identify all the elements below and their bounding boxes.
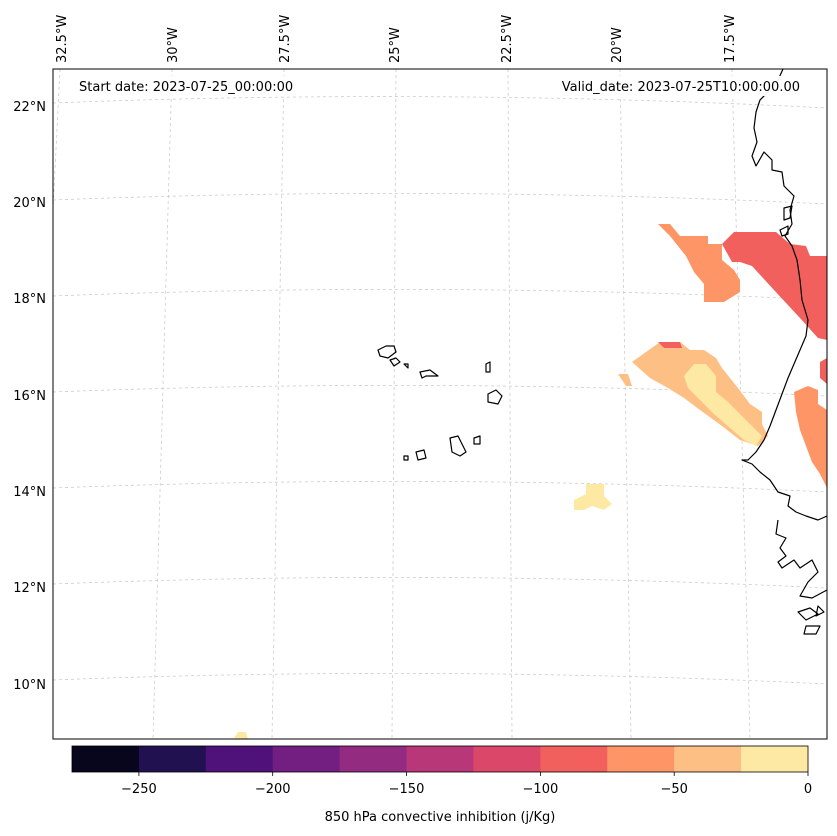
colorbar-tick--100: −100 bbox=[523, 782, 559, 797]
colorbar-segment bbox=[674, 746, 742, 772]
colorbar-ticks bbox=[138, 772, 809, 776]
cape-verde-santiago bbox=[449, 435, 467, 457]
lat-label-14n: 14°N bbox=[13, 485, 46, 500]
colorbar-segment bbox=[138, 746, 207, 772]
latitude-labels: 22°N 20°N 18°N 16°N 14°N 12°N 10°N bbox=[13, 100, 46, 693]
cape-verde-santa-luzia bbox=[403, 363, 409, 369]
north-coast-inlet bbox=[783, 205, 793, 221]
colorbar-segment bbox=[72, 746, 140, 772]
cape-verde-maio bbox=[473, 435, 481, 445]
cin-region-east-orange bbox=[794, 386, 827, 488]
lat-label-22n: 22°N bbox=[13, 100, 46, 115]
cin-region-mid-core bbox=[684, 364, 762, 446]
colorbar-frame bbox=[71, 745, 809, 773]
coastline bbox=[377, 69, 827, 635]
colorbar-segment bbox=[272, 746, 341, 772]
cin-region-bottom-core bbox=[234, 732, 248, 739]
colorbar-label: 850 hPa convective inhibition (j/Kg) bbox=[325, 810, 556, 825]
colorbar-segment bbox=[406, 746, 474, 772]
colorbar-segment bbox=[741, 746, 809, 772]
cape-verde-fogo bbox=[415, 449, 427, 461]
cin-region-south-core bbox=[574, 484, 612, 510]
colorbar-tick-0: 0 bbox=[804, 782, 812, 797]
lat-label-20n: 20°N bbox=[13, 196, 46, 211]
lat-label-10n: 10°N bbox=[13, 678, 46, 693]
lat-label-16n: 16°N bbox=[13, 389, 46, 404]
colorbar-tick--200: −200 bbox=[255, 782, 291, 797]
lon-label-17.5w: 17.5°W bbox=[723, 15, 738, 63]
colorbar-segment bbox=[540, 746, 608, 772]
cape-verde-brava bbox=[403, 455, 409, 461]
colorbar-tick--250: −250 bbox=[121, 782, 157, 797]
lon-label-27.5w: 27.5°W bbox=[278, 15, 293, 63]
map-panel: Start date: 2023-07-25_00:00:00 Valid_da… bbox=[53, 69, 827, 739]
africa-coastline bbox=[741, 69, 827, 521]
cin-region-mid-small bbox=[618, 374, 632, 386]
lon-label-32.5w: 32.5°W bbox=[55, 15, 70, 63]
colorbar-tick--50: −50 bbox=[660, 782, 687, 797]
lat-label-12n: 12°N bbox=[13, 581, 46, 596]
cape-verde-sao-nicolau bbox=[419, 369, 439, 379]
gambia-casamance-coast bbox=[775, 519, 827, 599]
cape-verde-sal bbox=[485, 361, 491, 373]
gridlines bbox=[53, 69, 827, 739]
colorbar-segment bbox=[205, 746, 274, 772]
lon-label-30w: 30°W bbox=[166, 27, 181, 63]
longitude-labels: 32.5°W 30°W 27.5°W 25°W 22.5°W 20°W 17.5… bbox=[55, 15, 738, 63]
lon-label-20w: 20°W bbox=[610, 27, 625, 63]
cin-filled-contours bbox=[234, 224, 827, 739]
map-frame bbox=[52, 68, 828, 740]
lon-label-25w: 25°W bbox=[388, 27, 403, 63]
valid-date-label: Valid_date: 2023-07-25T10:00:00.00 bbox=[562, 80, 800, 95]
start-date-label: Start date: 2023-07-25_00:00:00 bbox=[79, 80, 293, 95]
banc-arguin-islet bbox=[779, 225, 789, 237]
colorbar-segment bbox=[339, 746, 408, 772]
lon-label-22.5w: 22.5°W bbox=[500, 15, 515, 63]
cape-verde-sao-vicente bbox=[389, 357, 401, 367]
cin-region-north-orange bbox=[658, 224, 740, 302]
cin-region-mid-red bbox=[658, 342, 682, 348]
colorbar-segment bbox=[473, 746, 541, 772]
colorbar-segments bbox=[72, 746, 809, 772]
cin-region-east-red bbox=[820, 358, 827, 384]
cape-verde-boa-vista bbox=[487, 389, 503, 405]
bijagos-coast bbox=[797, 605, 825, 635]
cape-verde-santo-antao bbox=[377, 345, 397, 359]
colorbar-tick--150: −150 bbox=[389, 782, 425, 797]
lat-label-18n: 18°N bbox=[13, 292, 46, 307]
colorbar-segment bbox=[607, 746, 675, 772]
colorbar: −250 −200 −150 −100 −50 0 850 hPa convec… bbox=[71, 745, 812, 825]
cin-region-north-red bbox=[722, 232, 827, 340]
